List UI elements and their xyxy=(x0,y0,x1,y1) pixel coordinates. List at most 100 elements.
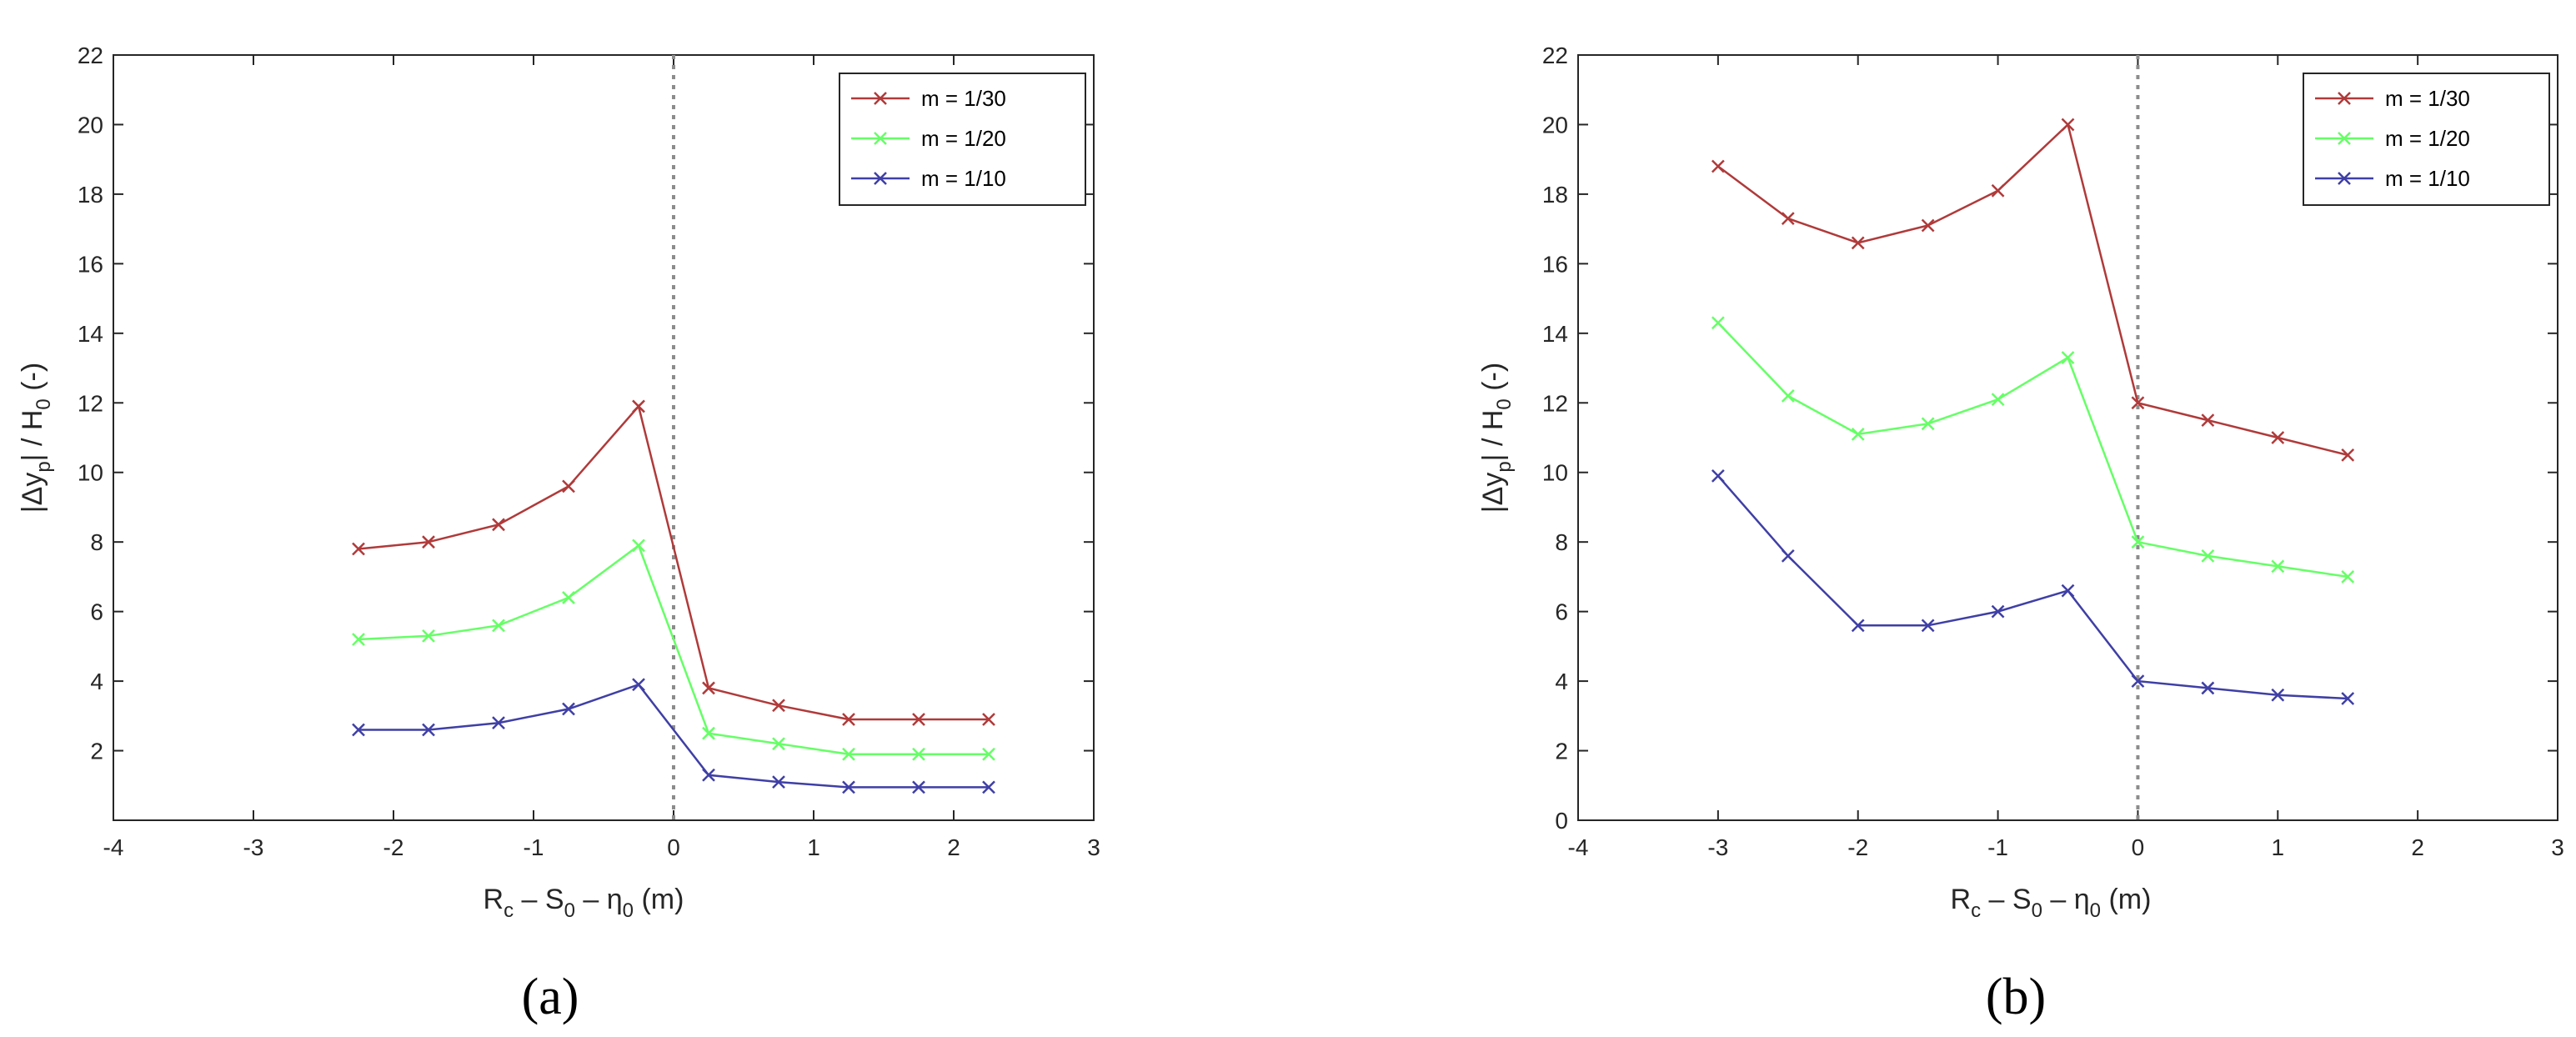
y-tick-label: 4 xyxy=(1555,669,1568,694)
data-point-marker xyxy=(982,747,995,761)
data-point-marker xyxy=(1711,469,1725,483)
data-point-marker xyxy=(2131,674,2145,688)
legend-label: m = 1/30 xyxy=(921,86,1006,111)
legend-marker xyxy=(874,92,887,105)
legend: m = 1/30 m = 1/20 m = 1/10 xyxy=(839,73,1086,206)
data-point-marker xyxy=(1921,417,1935,431)
y-tick-label: 20 xyxy=(78,112,103,138)
data-point-marker xyxy=(772,775,785,789)
data-point-marker xyxy=(2201,681,2215,695)
data-point-marker xyxy=(702,768,715,782)
data-point-marker xyxy=(982,780,995,794)
data-point-marker xyxy=(2131,535,2145,549)
data-point-marker xyxy=(492,518,505,532)
series-line xyxy=(1717,123,2348,457)
legend-item: m = 1/20 xyxy=(2315,126,2470,151)
data-point-marker xyxy=(2271,688,2285,702)
y-tick-label: 10 xyxy=(78,460,103,486)
data-point-marker xyxy=(2341,692,2355,705)
data-point-marker xyxy=(2341,570,2355,584)
x-tick-label: -3 xyxy=(243,834,264,860)
data-point-marker xyxy=(2271,431,2285,444)
y-tick-label: 4 xyxy=(90,669,103,694)
legend-marker xyxy=(2338,132,2351,145)
data-point-marker xyxy=(1781,212,1795,226)
y-tick-label: 16 xyxy=(1542,251,1568,277)
y-tick-label: 6 xyxy=(90,599,103,625)
legend-item: m = 1/30 xyxy=(851,86,1006,111)
y-tick-label: 8 xyxy=(1555,529,1568,555)
y-tick-label: 2 xyxy=(90,739,103,764)
data-point-marker xyxy=(1851,619,1865,633)
plot-area-frame xyxy=(113,54,1095,821)
x-tick-label: 1 xyxy=(2271,834,2284,860)
panel-label: (b) xyxy=(1986,969,2046,1025)
data-point-marker xyxy=(2061,584,2075,598)
legend-marker xyxy=(2338,172,2351,185)
y-tick-label: 12 xyxy=(1542,390,1568,416)
legend-label: m = 1/30 xyxy=(2385,86,2470,111)
data-point-marker xyxy=(702,726,715,740)
x-tick-label: -4 xyxy=(1568,834,1589,860)
data-point-marker xyxy=(1711,316,1725,330)
data-point-marker xyxy=(352,633,365,646)
data-point-marker xyxy=(422,723,435,737)
x-axis-label: Rc – S0 – η0 (m) xyxy=(484,884,684,922)
series-m-1-30 xyxy=(352,399,995,726)
y-tick-label: 18 xyxy=(78,182,103,208)
data-point-marker xyxy=(1991,183,2005,198)
y-tick-label: 12 xyxy=(78,390,103,416)
data-point-marker xyxy=(1921,218,1935,233)
data-point-marker xyxy=(1921,619,1935,633)
data-point-marker xyxy=(562,702,575,716)
legend-label: m = 1/10 xyxy=(921,166,1006,191)
data-point-marker xyxy=(562,591,575,604)
data-point-marker xyxy=(422,535,435,549)
legend-item: m = 1/10 xyxy=(2315,166,2470,191)
x-tick-label: -3 xyxy=(1707,834,1728,860)
data-point-marker xyxy=(2201,413,2215,428)
data-point-marker xyxy=(772,699,785,713)
series-line xyxy=(1716,322,2348,579)
data-point-marker xyxy=(2061,118,2075,132)
data-point-marker xyxy=(912,747,925,761)
y-axis-label: |Δyp| / H0 (-) xyxy=(1477,363,1516,513)
x-tick-label: 3 xyxy=(1087,834,1100,860)
data-point-marker xyxy=(912,780,925,794)
x-tick-label: 0 xyxy=(667,834,680,860)
y-tick-label: 18 xyxy=(1542,182,1568,208)
data-point-marker xyxy=(492,716,505,730)
legend-item: m = 1/20 xyxy=(851,126,1006,151)
data-point-marker xyxy=(632,678,645,692)
legend: m = 1/30 m = 1/20 m = 1/10 xyxy=(2303,73,2550,206)
data-point-marker xyxy=(1851,427,1865,441)
series-line xyxy=(358,403,989,721)
y-tick-label: 22 xyxy=(78,43,103,68)
series-line xyxy=(358,544,989,755)
y-tick-label: 14 xyxy=(1542,321,1568,347)
x-tick-label: -1 xyxy=(1987,834,2008,860)
legend-label: m = 1/20 xyxy=(921,126,1006,151)
x-tick-label: -1 xyxy=(524,834,544,860)
x-tick-label: 3 xyxy=(2551,834,2564,860)
data-point-marker xyxy=(2061,351,2075,364)
data-point-marker xyxy=(982,713,995,726)
plot-area-frame xyxy=(1577,54,2558,821)
data-point-marker xyxy=(702,681,715,695)
data-point-marker xyxy=(772,737,785,751)
y-tick-label: 0 xyxy=(1555,808,1568,834)
data-point-marker xyxy=(2271,559,2285,574)
data-point-marker xyxy=(1991,604,2005,619)
x-tick-label: 2 xyxy=(2411,834,2424,860)
data-point-marker xyxy=(422,629,435,643)
data-point-marker xyxy=(632,539,645,553)
y-tick-label: 2 xyxy=(1555,739,1568,764)
legend-marker xyxy=(874,132,887,145)
series-line xyxy=(358,683,989,789)
data-point-marker xyxy=(562,479,575,493)
y-tick-label: 8 xyxy=(90,529,103,555)
y-tick-label: 16 xyxy=(78,251,103,277)
legend-marker xyxy=(874,172,887,185)
